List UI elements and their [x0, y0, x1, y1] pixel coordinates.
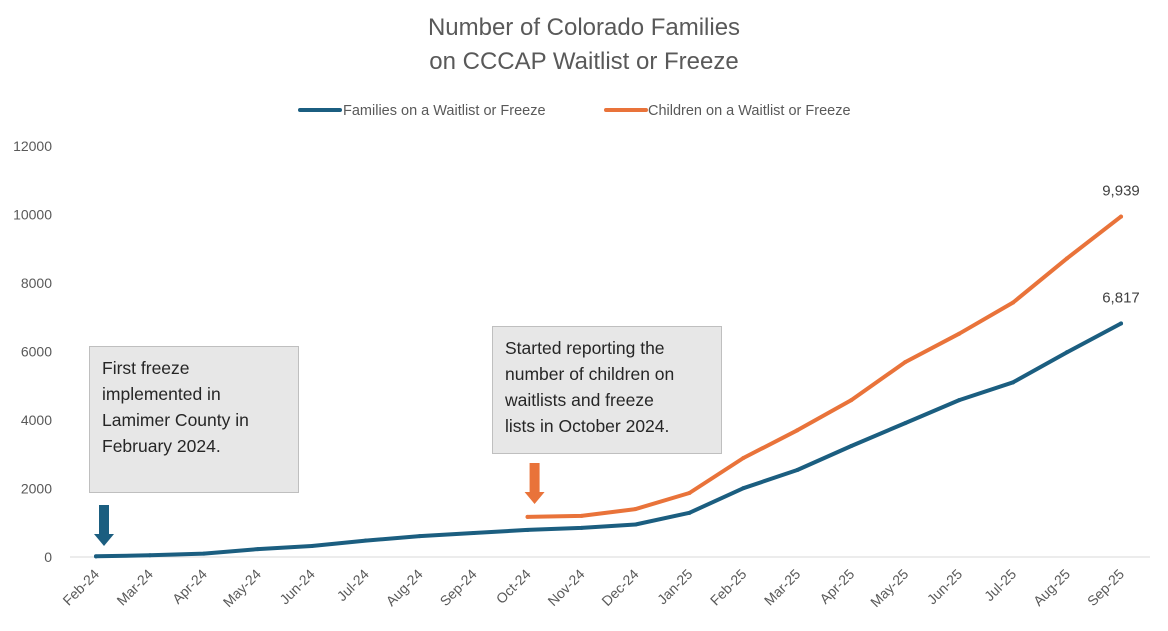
- x-tick-label: Jun-24: [276, 566, 318, 608]
- x-tick-label: Jul-25: [981, 566, 1019, 604]
- y-tick-label: 10000: [13, 207, 52, 223]
- legend-label-children: Children on a Waitlist or Freeze: [648, 103, 851, 119]
- data-point: [147, 553, 152, 558]
- y-tick-label: 12000: [13, 138, 52, 154]
- x-tick-label: Jun-25: [924, 566, 966, 608]
- arrow-down-icon: [94, 534, 114, 546]
- x-tick-label: Apr-25: [816, 566, 857, 607]
- y-tick-label: 2000: [21, 481, 52, 497]
- data-point: [687, 510, 692, 515]
- annotation-line: waitlists and freeze: [505, 390, 654, 410]
- series-line-families: [94, 321, 1123, 559]
- x-tick-label: Jul-24: [334, 566, 372, 604]
- arrow-shaft: [529, 463, 540, 493]
- data-point: [417, 534, 422, 539]
- x-tick-label: Mar-24: [113, 566, 156, 609]
- annotation-line: First freeze: [102, 358, 190, 378]
- data-point: [525, 514, 530, 519]
- x-tick-label: May-25: [867, 566, 911, 610]
- data-point: [94, 554, 98, 559]
- x-tick-label: Dec-24: [598, 566, 641, 609]
- arrow-down-icon: [524, 492, 545, 504]
- x-tick-label: Mar-25: [761, 566, 804, 609]
- data-labels: 6,817 9,939: [1102, 183, 1140, 307]
- x-tick-label: Jan-25: [654, 566, 696, 608]
- x-tick-label: Nov-24: [544, 566, 587, 609]
- x-tick-label: Aug-25: [1030, 566, 1073, 609]
- data-point: [903, 421, 908, 426]
- data-point: [579, 525, 584, 530]
- x-tick-label: Sep-24: [437, 566, 480, 609]
- data-point: [903, 360, 908, 365]
- x-axis: Feb-24 Mar-24 Apr-24 May-24 Jun-24 Jul-24 Aug-…: [59, 566, 1127, 610]
- x-tick-label: Apr-24: [169, 566, 210, 607]
- annotation-line: Lamimer County in: [102, 410, 249, 430]
- y-tick-label: 0: [44, 549, 52, 565]
- chart-title-line-1: Number of Colorado Families: [428, 14, 740, 41]
- data-point: [363, 538, 368, 543]
- y-tick-label: 8000: [21, 275, 52, 291]
- data-point: [1119, 214, 1123, 219]
- chart-title-line-2: on CCCAP Waitlist or Freeze: [429, 48, 738, 75]
- series-line-children: [525, 214, 1123, 519]
- data-point: [687, 490, 692, 495]
- data-point: [741, 486, 746, 491]
- y-tick-label: 6000: [21, 344, 52, 360]
- data-point: [1011, 300, 1016, 305]
- y-axis: 0 2000 4000 6000 8000 10000 12000: [13, 138, 52, 565]
- annotation-line: number of children on: [505, 364, 675, 384]
- annotation-started-reporting: Started reporting the number of children…: [492, 326, 722, 454]
- data-point: [1065, 256, 1070, 261]
- series-lines: [94, 214, 1123, 559]
- data-point: [525, 527, 530, 532]
- annotation-line: implemented in: [102, 384, 221, 404]
- x-tick-label: Feb-25: [707, 566, 750, 609]
- data-label-end: 9,939: [1102, 183, 1140, 200]
- arrow-shaft: [99, 505, 109, 535]
- x-tick-label: Sep-25: [1084, 566, 1127, 609]
- annotation-line: Started reporting the: [505, 338, 665, 358]
- data-point: [849, 398, 854, 403]
- data-point: [1119, 321, 1123, 326]
- data-point: [1011, 380, 1016, 385]
- annotation-line: lists in October 2024.: [505, 416, 670, 436]
- data-point: [957, 398, 962, 403]
- data-point: [471, 531, 476, 536]
- y-tick-label: 4000: [21, 412, 52, 428]
- data-point: [579, 513, 584, 518]
- data-point: [795, 468, 800, 473]
- annotation-arrows: [94, 463, 545, 546]
- data-point: [309, 544, 314, 549]
- data-label-end: 6,817: [1102, 290, 1140, 307]
- data-point: [1065, 350, 1070, 355]
- legend-label-families: Families on a Waitlist or Freeze: [343, 103, 546, 119]
- data-point: [849, 444, 854, 449]
- data-point: [201, 551, 206, 556]
- x-tick-label: May-24: [220, 566, 264, 610]
- x-tick-label: Feb-24: [59, 566, 102, 609]
- annotation-line: February 2024.: [102, 436, 221, 456]
- x-tick-label: Aug-24: [383, 566, 426, 609]
- data-point: [957, 331, 962, 336]
- data-point: [633, 507, 638, 512]
- data-point: [255, 547, 260, 552]
- x-tick-label: Oct-24: [493, 566, 534, 607]
- data-point: [633, 522, 638, 527]
- data-point: [741, 456, 746, 461]
- annotation-first-freeze: First freeze implemented in Lamimer Coun…: [89, 346, 299, 493]
- legend: Families on a Waitlist or Freeze Childre…: [298, 103, 851, 119]
- data-point: [795, 428, 800, 433]
